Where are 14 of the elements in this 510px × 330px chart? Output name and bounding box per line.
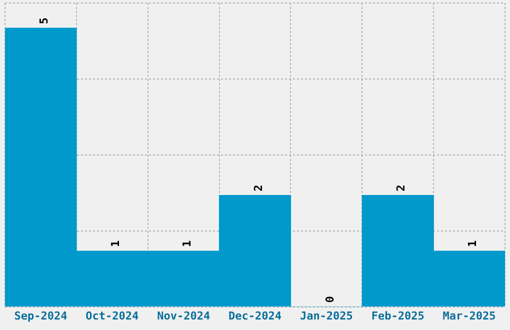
- data-label: 2: [252, 184, 265, 192]
- data-label: 1: [466, 240, 480, 248]
- x-tick-label: Dec-2024: [228, 309, 282, 322]
- x-tick-label: Sep-2024: [14, 309, 68, 322]
- data-label: 1: [109, 240, 122, 248]
- x-tick-label: Jan-2025: [300, 309, 353, 322]
- x-tick-label: Feb-2025: [371, 309, 424, 322]
- x-tick-label: Oct-2024: [86, 309, 140, 322]
- data-label: 1: [180, 240, 194, 248]
- data-label: 2: [394, 184, 408, 192]
- x-tick-label: Mar-2025: [442, 309, 496, 322]
- data-label: 5: [38, 17, 51, 24]
- x-tick-label: Nov-2024: [157, 309, 210, 322]
- data-label: 0: [323, 296, 336, 303]
